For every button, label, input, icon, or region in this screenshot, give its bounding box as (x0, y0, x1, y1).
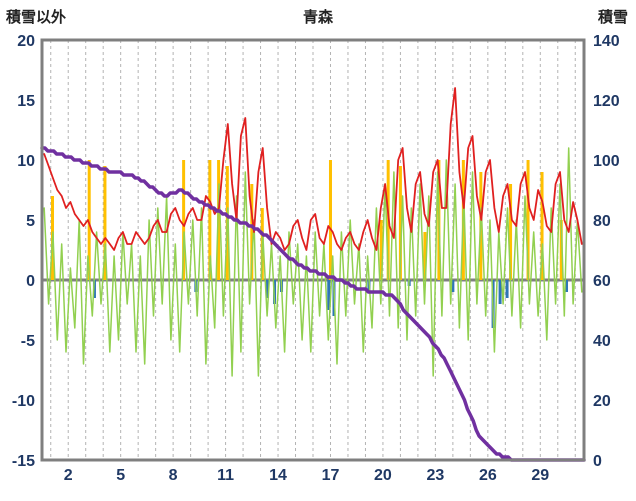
right-axis-tick: 0 (593, 453, 602, 470)
x-axis-tick: 20 (374, 467, 392, 484)
blue-bars (327, 280, 331, 310)
x-axis-tick: 17 (322, 467, 340, 484)
x-axis-tick: 29 (531, 467, 549, 484)
right-axis-tick: 80 (593, 213, 611, 230)
left-axis-tick: 10 (17, 153, 35, 170)
orange-bars (208, 160, 212, 280)
chart-title: 青森 (302, 9, 333, 26)
orange-bars (103, 166, 107, 280)
left-axis-tick: 0 (26, 273, 35, 290)
orange-bars (250, 184, 254, 280)
orange-bars (379, 220, 383, 280)
orange-bars (559, 220, 563, 280)
orange-bars (182, 160, 186, 280)
x-axis-tick: 26 (479, 467, 497, 484)
left-axis-tick: 20 (17, 33, 35, 50)
blue-bars (565, 280, 569, 292)
right-axis-tick: 100 (593, 153, 620, 170)
green-line (43, 147, 583, 377)
orange-bars (526, 160, 530, 280)
x-axis-tick: 11 (217, 467, 234, 484)
left-axis-tick: 15 (17, 93, 35, 110)
blue-bars (505, 280, 509, 298)
right-axis-tick: 140 (593, 33, 620, 50)
x-axis-tick: 5 (116, 467, 125, 484)
x-axis-tick: 23 (426, 467, 444, 484)
blue-bars (451, 280, 455, 292)
orange-bars (87, 160, 91, 280)
left-axis-tick: -15 (12, 453, 35, 470)
orange-bars (398, 166, 402, 280)
left-axis-tick: -10 (12, 393, 35, 410)
right-axis-tick: 40 (593, 333, 611, 350)
orange-bars (423, 232, 427, 280)
blue-bars (92, 280, 96, 298)
left-axis-tick: -5 (21, 333, 35, 350)
right-axis-tick: 20 (593, 393, 611, 410)
x-axis-tick: 14 (269, 467, 287, 484)
orange-bars (509, 184, 513, 280)
right-axis-tick: 120 (593, 93, 620, 110)
orange-bars (328, 160, 332, 280)
orange-bars (540, 172, 544, 280)
blue-bars (266, 280, 270, 298)
blue-bars (498, 280, 502, 304)
right-axis-tick: 60 (593, 273, 611, 290)
left-axis-title: 積雪以外 (6, 9, 67, 26)
x-axis-tick: 8 (169, 467, 178, 484)
plot-border (40, 38, 586, 462)
x-axis-tick: 2 (64, 467, 73, 484)
red-line (43, 87, 583, 251)
purple-line (40, 146, 586, 462)
right-axis-title: 積雪 (597, 9, 628, 26)
left-axis-tick: 5 (26, 213, 35, 230)
